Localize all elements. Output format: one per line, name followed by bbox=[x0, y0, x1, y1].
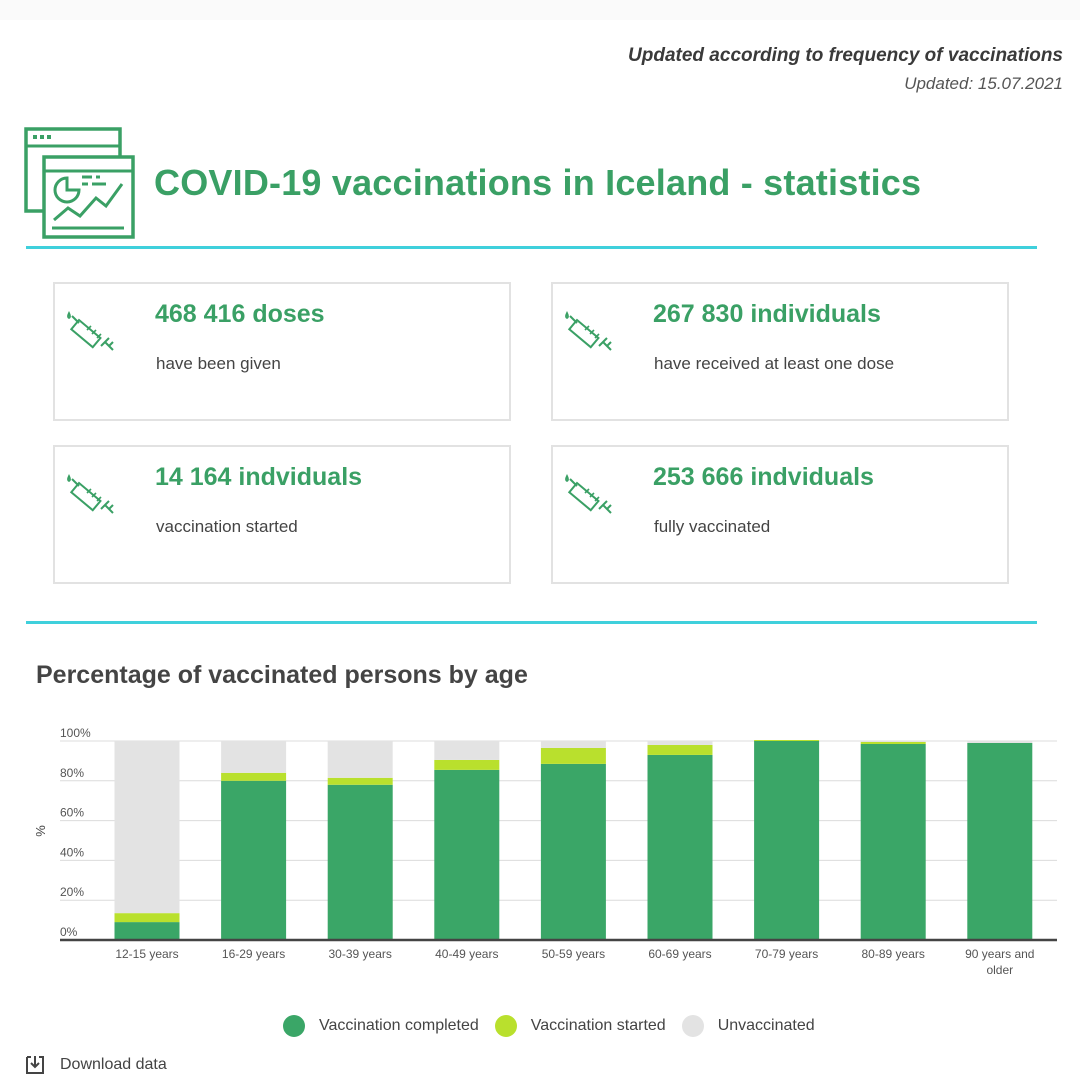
x-tick-label: 70-79 years bbox=[755, 947, 818, 961]
update-frequency-note: Updated according to frequency of vaccin… bbox=[628, 45, 1063, 66]
dashboard-chart-icon bbox=[24, 127, 135, 239]
legend-swatch bbox=[494, 1015, 517, 1037]
bar-segment-unvaccinated bbox=[540, 741, 606, 748]
legend-item-completed[interactable]: Vaccination completed bbox=[283, 1015, 479, 1037]
update-note: Updated according to frequency of vaccin… bbox=[628, 45, 1063, 94]
download-label: Download data bbox=[60, 1056, 167, 1073]
stat-description: have received at least one dose bbox=[654, 354, 895, 373]
bar-segment-vaccination-completed bbox=[221, 780, 287, 940]
bar-segment-unvaccinated bbox=[221, 741, 287, 773]
stat-value: 267 830 individuals bbox=[653, 300, 881, 328]
x-tick-label: 60-69 years bbox=[648, 947, 711, 961]
bar-segment-unvaccinated bbox=[114, 741, 180, 914]
chart-title: Percentage of vaccinated persons by age bbox=[36, 661, 528, 689]
stat-description: fully vaccinated bbox=[654, 517, 771, 536]
bar-segment-unvaccinated bbox=[647, 741, 713, 745]
bar-segment-unvaccinated bbox=[327, 741, 393, 778]
vaccination-chart: 0% 20% 40% 60% 80% 100%% 12-15 years 16-29 year… bbox=[33, 726, 1057, 977]
bar-segment-vaccination-started bbox=[754, 740, 820, 741]
chart-legend: Vaccination completed Vaccination starte… bbox=[283, 1013, 831, 1039]
y-tick-label: 80% bbox=[60, 766, 84, 780]
page-header: COVID-19 vaccinations in Iceland - stati… bbox=[24, 126, 1036, 248]
stat-card-individuals: 267 830 individuals have received at lea… bbox=[551, 282, 1009, 421]
legend-item-unvaccinated[interactable]: Unvaccinated bbox=[681, 1015, 815, 1037]
stat-description: vaccination started bbox=[156, 517, 298, 536]
x-tick-label: 12-15 years bbox=[115, 947, 178, 961]
bar-segment-vaccination-completed bbox=[967, 742, 1033, 940]
divider-bottom bbox=[26, 621, 1037, 624]
legend-item-started[interactable]: Vaccination started bbox=[494, 1015, 666, 1037]
page-title: COVID-19 vaccinations in Iceland - stati… bbox=[154, 162, 922, 203]
bar-segment-vaccination-completed bbox=[114, 922, 180, 940]
x-tick-label: 50-59 years bbox=[542, 947, 605, 961]
x-tick-label: 30-39 years bbox=[329, 947, 392, 961]
bar-segment-unvaccinated bbox=[860, 741, 926, 742]
bar-segment-vaccination-completed bbox=[860, 743, 926, 940]
bar-segment-vaccination-completed bbox=[647, 754, 713, 940]
legend-swatch bbox=[283, 1015, 305, 1037]
bar-segment-vaccination-started bbox=[434, 759, 500, 770]
bar-segment-vaccination-completed bbox=[434, 769, 500, 940]
y-tick-label: 100% bbox=[60, 726, 91, 740]
y-tick-label: 20% bbox=[60, 885, 84, 899]
legend-label: Vaccination completed bbox=[319, 1017, 479, 1034]
syringe-icon bbox=[67, 310, 114, 351]
x-tick-label: 16-29 years bbox=[222, 947, 285, 961]
stat-value: 468 416 doses bbox=[155, 300, 325, 328]
stat-description: have been given bbox=[156, 354, 281, 373]
x-tick-label: 90 years and bbox=[965, 947, 1034, 961]
y-tick-label: 40% bbox=[60, 845, 84, 859]
x-tick-label: 80-89 years bbox=[862, 947, 925, 961]
syringe-icon bbox=[565, 310, 612, 351]
legend-swatch bbox=[681, 1015, 704, 1037]
top-strip bbox=[0, 0, 1080, 20]
bar-segment-unvaccinated bbox=[967, 741, 1033, 743]
y-axis-label: % bbox=[33, 825, 48, 837]
bar-segment-vaccination-started bbox=[327, 777, 393, 785]
y-tick-label: 60% bbox=[60, 806, 84, 820]
bar-segment-vaccination-started bbox=[221, 772, 287, 781]
bar-segment-vaccination-started bbox=[540, 747, 606, 764]
download-data-link[interactable]: Download data bbox=[24, 1054, 167, 1076]
bar-segment-unvaccinated bbox=[434, 741, 500, 760]
stat-value: 14 164 indviduals bbox=[155, 463, 363, 491]
bar-segment-vaccination-started bbox=[647, 744, 713, 755]
syringe-icon bbox=[67, 473, 114, 514]
bar-segment-vaccination-completed bbox=[327, 784, 393, 940]
stat-value: 253 666 indviduals bbox=[653, 463, 874, 491]
stat-card-doses: 468 416 doses have been given bbox=[53, 282, 511, 421]
bar-segment-vaccination-started bbox=[860, 741, 926, 744]
x-tick-label: 40-49 years bbox=[435, 947, 498, 961]
y-tick-label: 0% bbox=[60, 925, 78, 939]
legend-label: Vaccination started bbox=[530, 1017, 666, 1034]
download-icon bbox=[26, 1056, 44, 1074]
syringe-icon bbox=[565, 473, 612, 514]
bar-segment-vaccination-completed bbox=[540, 763, 606, 940]
bar-segment-vaccination-completed bbox=[754, 741, 820, 940]
x-tick-label: older bbox=[986, 963, 1013, 977]
stat-card-started: 14 164 indviduals vaccination started bbox=[53, 445, 511, 584]
divider-top bbox=[26, 246, 1037, 249]
bar-segment-vaccination-started bbox=[114, 913, 180, 923]
legend-label: Unvaccinated bbox=[717, 1017, 815, 1034]
stat-card-fully: 253 666 indviduals fully vaccinated bbox=[551, 445, 1009, 584]
update-date: Updated: 15.07.2021 bbox=[904, 74, 1063, 93]
